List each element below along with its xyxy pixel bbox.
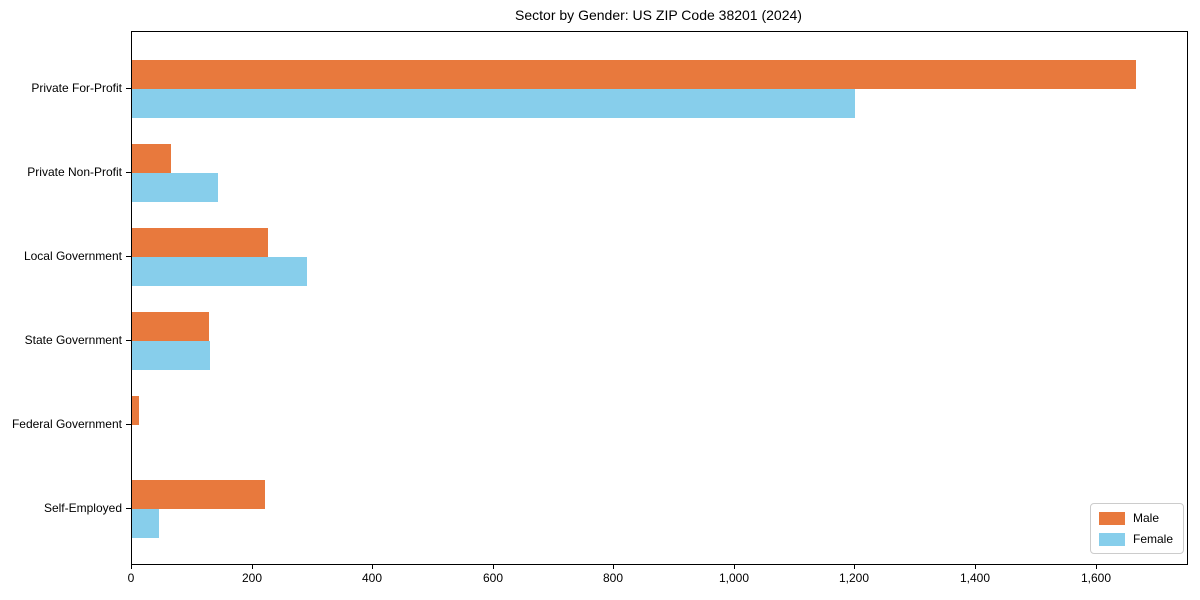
x-tick-mark xyxy=(854,564,855,569)
y-tick-mark xyxy=(126,256,131,257)
legend-swatch-male xyxy=(1098,511,1125,525)
x-tick-label: 1,200 xyxy=(838,571,870,585)
y-tick-label: State Government xyxy=(24,333,122,347)
legend-label: Female xyxy=(1132,532,1173,546)
y-tick-label: Private For-Profit xyxy=(31,81,122,95)
bar-female-1 xyxy=(132,173,218,202)
legend-item-male: Male xyxy=(1098,511,1173,525)
x-tick-label: 1,400 xyxy=(959,571,991,585)
x-tick-mark xyxy=(372,564,373,569)
y-tick-label: Federal Government xyxy=(11,417,122,431)
y-tick-mark xyxy=(126,88,131,89)
y-tick-mark xyxy=(126,172,131,173)
bar-male-1 xyxy=(132,144,171,173)
bar-male-5 xyxy=(132,480,265,509)
bar-male-3 xyxy=(132,312,209,341)
legend: Male Female xyxy=(1089,503,1184,554)
x-tick-label: 800 xyxy=(602,571,624,585)
x-tick-mark xyxy=(975,564,976,569)
bar-female-0 xyxy=(132,89,855,118)
legend-label: Male xyxy=(1132,511,1159,525)
x-tick-mark xyxy=(734,564,735,569)
x-tick-mark xyxy=(131,564,132,569)
chart-title: Sector by Gender: US ZIP Code 38201 (202… xyxy=(515,7,802,23)
bar-female-5 xyxy=(132,509,159,538)
plot-area: Male Female xyxy=(131,31,1188,565)
x-tick-mark xyxy=(613,564,614,569)
x-tick-mark xyxy=(252,564,253,569)
x-tick-label: 1,000 xyxy=(718,571,750,585)
legend-swatch-female xyxy=(1098,532,1125,546)
y-tick-mark xyxy=(126,340,131,341)
y-tick-label: Local Government xyxy=(23,249,122,263)
x-tick-label: 1,600 xyxy=(1080,571,1112,585)
x-tick-mark xyxy=(1096,564,1097,569)
x-tick-label: 200 xyxy=(241,571,263,585)
legend-item-female: Female xyxy=(1098,532,1173,546)
bar-female-3 xyxy=(132,341,210,370)
x-tick-label: 600 xyxy=(482,571,504,585)
bar-male-2 xyxy=(132,228,268,257)
x-tick-label: 0 xyxy=(127,571,135,585)
y-tick-label: Self-Employed xyxy=(43,501,122,515)
x-tick-label: 400 xyxy=(361,571,383,585)
y-tick-mark xyxy=(126,508,131,509)
bar-male-4 xyxy=(132,396,139,425)
y-tick-label: Private Non-Profit xyxy=(27,165,122,179)
x-tick-mark xyxy=(493,564,494,569)
bar-male-0 xyxy=(132,60,1136,89)
y-tick-mark xyxy=(126,424,131,425)
bar-female-2 xyxy=(132,257,307,286)
